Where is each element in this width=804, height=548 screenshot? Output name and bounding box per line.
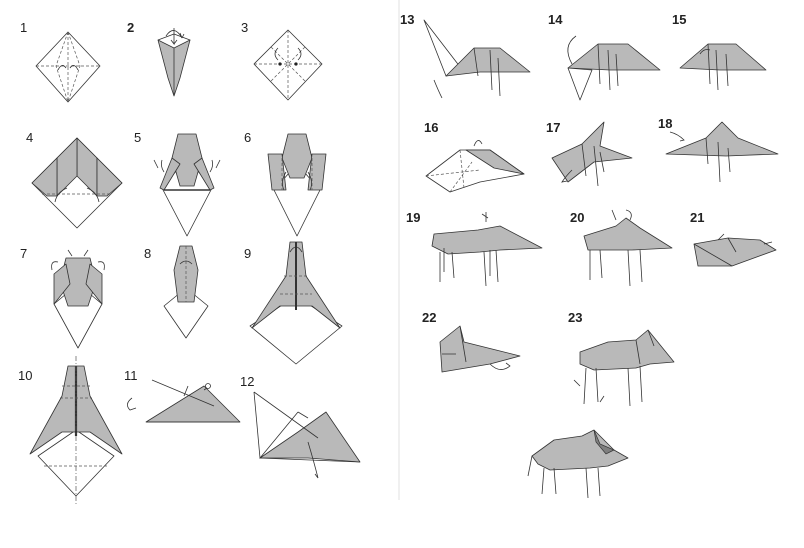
step-19-diagram: [431, 212, 543, 287]
step-5: 5: [132, 128, 242, 238]
step-14: 14: [546, 10, 666, 110]
step-number: 19: [406, 210, 421, 225]
step-2-diagram: [157, 28, 191, 97]
step-21: 21: [688, 208, 798, 278]
step-number: 7: [20, 246, 28, 261]
step-21-diagram: [693, 233, 777, 267]
step-22: 22: [420, 306, 530, 386]
panel-divider: [398, 0, 400, 500]
step-1: 1: [18, 18, 118, 118]
step-3: 3: [238, 18, 338, 118]
step-number: 1: [20, 20, 28, 35]
step-20-diagram: [583, 209, 673, 287]
step-1-diagram: [35, 31, 101, 103]
step-9-diagram: [249, 241, 343, 365]
step-14-diagram: [567, 35, 661, 101]
step-number: 15: [672, 12, 687, 27]
step-number: 13: [400, 12, 415, 27]
step-4-diagram: [31, 137, 123, 229]
step-20: 20: [568, 206, 688, 296]
step-22-diagram: [439, 325, 521, 373]
step-3-diagram: [253, 29, 323, 101]
final-wolf-model: [527, 429, 629, 499]
step-number: 20: [570, 210, 585, 225]
step-number: 22: [422, 310, 437, 325]
step-13-diagram: [423, 19, 531, 99]
step-8-diagram: [163, 245, 209, 339]
step-number: 6: [244, 130, 252, 145]
step-23: 23: [564, 306, 684, 416]
final-model: [526, 424, 646, 504]
step-number: 11: [124, 368, 138, 383]
step-number: 3: [241, 20, 249, 35]
step-5-diagram: [153, 133, 221, 237]
step-number: 17: [546, 120, 561, 135]
step-11-diagram: [127, 379, 241, 423]
step-15: 15: [670, 10, 770, 100]
step-17-diagram: [551, 121, 633, 187]
step-number: 16: [424, 120, 439, 135]
step-6: 6: [242, 128, 352, 238]
step-number: 5: [134, 130, 142, 145]
step-12: 12: [238, 372, 366, 492]
step-number: 9: [244, 246, 252, 261]
step-16: 16: [420, 116, 530, 206]
step-number: 18: [658, 116, 673, 131]
step-number: 10: [18, 368, 33, 383]
step-19: 19: [404, 206, 544, 296]
step-16-diagram: [425, 140, 525, 193]
step-17: 17: [544, 116, 644, 206]
step-18-diagram: [665, 121, 779, 183]
step-number: 4: [26, 130, 34, 145]
step-number: 23: [568, 310, 583, 325]
step-6-diagram: [267, 133, 327, 237]
step-number: 8: [144, 246, 152, 261]
step-15-diagram: [679, 43, 767, 91]
step-8: 8: [142, 244, 242, 344]
step-number: 21: [690, 210, 705, 225]
step-11: 11: [114, 366, 242, 436]
step-18: 18: [656, 112, 786, 192]
step-number: 14: [548, 12, 563, 27]
step-9: 9: [240, 236, 360, 366]
step-4: 4: [22, 128, 132, 238]
step-number: 12: [240, 374, 255, 389]
step-10-diagram: [29, 356, 123, 504]
step-23-diagram: [573, 329, 675, 407]
step-2: 2: [124, 18, 224, 118]
step-10: 10: [14, 356, 138, 506]
step-13: 13: [400, 10, 540, 110]
step-12-diagram: [253, 391, 361, 479]
step-7-diagram: [51, 249, 105, 349]
step-number: 2: [127, 20, 135, 35]
step-7: 7: [18, 244, 128, 354]
